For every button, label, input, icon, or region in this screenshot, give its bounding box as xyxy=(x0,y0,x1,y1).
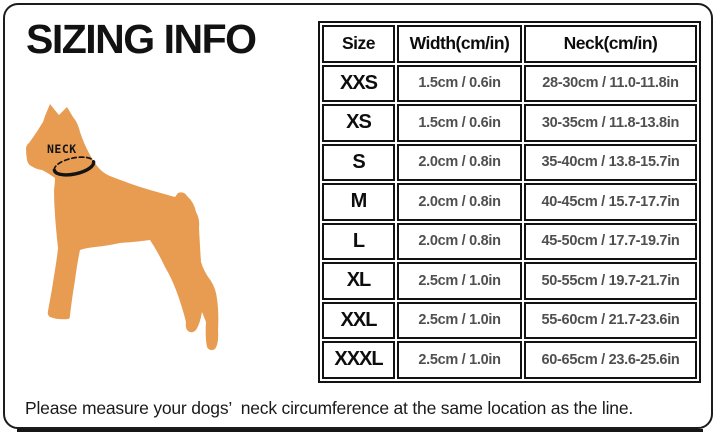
table-row: S 2.0cm / 0.8in 35-40cm / 13.8-15.7in xyxy=(322,143,697,181)
dog-silhouette-illustration: NECK xyxy=(26,104,219,351)
neck-cell: 55-60cm / 21.7-23.6in xyxy=(524,301,697,339)
size-cell: XXS xyxy=(322,64,395,102)
width-cell: 2.5cm / 1.0in xyxy=(397,301,522,339)
size-cell: XXL xyxy=(322,301,395,339)
width-cell: 1.5cm / 0.6in xyxy=(397,64,522,102)
neck-cell: 50-55cm / 19.7-21.7in xyxy=(524,262,697,300)
bottom-divider xyxy=(17,429,703,432)
table-row: XXXL 2.5cm / 1.0in 60-65cm / 23.6-25.6in xyxy=(322,341,697,379)
table-row: XXS 1.5cm / 0.6in 28-30cm / 11.0-11.8in xyxy=(322,64,697,102)
neck-cell: 60-65cm / 23.6-25.6in xyxy=(524,341,697,379)
width-cell: 2.5cm / 1.0in xyxy=(397,262,522,300)
width-cell: 2.0cm / 0.8in xyxy=(397,143,522,181)
column-header: Size xyxy=(322,25,395,63)
neck-label: NECK xyxy=(47,142,77,156)
neck-measure-dashed-line xyxy=(53,156,95,172)
dog-body-shape xyxy=(26,104,219,351)
measurement-note: Please measure your dogs’ neck circumfer… xyxy=(25,398,634,418)
size-cell: S xyxy=(322,143,395,181)
size-cell: M xyxy=(322,183,395,221)
sizing-table-body: XXS 1.5cm / 0.6in 28-30cm / 11.0-11.8in XS 1… xyxy=(322,64,697,379)
collar-line xyxy=(52,160,96,177)
column-header: Width(cm/in) xyxy=(397,25,522,63)
size-cell: XXXL xyxy=(322,341,395,379)
sizing-table-head: Size Width(cm/in) Neck(cm/in) xyxy=(322,25,697,63)
width-cell: 1.5cm / 0.6in xyxy=(397,104,522,142)
column-header: Neck(cm/in) xyxy=(524,25,697,63)
table-header-row: Size Width(cm/in) Neck(cm/in) xyxy=(322,25,697,63)
table-row: L 2.0cm / 0.8in 45-50cm / 17.7-19.7in xyxy=(322,222,697,260)
page-title: SIZING INFO xyxy=(26,16,257,62)
neck-cell: 40-45cm / 15.7-17.7in xyxy=(524,183,697,221)
width-cell: 2.0cm / 0.8in xyxy=(397,183,522,221)
width-cell: 2.5cm / 1.0in xyxy=(397,341,522,379)
neck-cell: 45-50cm / 17.7-19.7in xyxy=(524,222,697,260)
neck-cell: 28-30cm / 11.0-11.8in xyxy=(524,64,697,102)
table-row: XL 2.5cm / 1.0in 50-55cm / 19.7-21.7in xyxy=(322,262,697,300)
width-cell: 2.0cm / 0.8in xyxy=(397,222,522,260)
size-cell: XS xyxy=(322,104,395,142)
neck-cell: 35-40cm / 13.8-15.7in xyxy=(524,143,697,181)
table-row: M 2.0cm / 0.8in 40-45cm / 15.7-17.7in xyxy=(322,183,697,221)
table-row: XXL 2.5cm / 1.0in 55-60cm / 21.7-23.6in xyxy=(322,301,697,339)
dog-neck-diagram: NECK xyxy=(18,92,233,362)
sizing-table: Size Width(cm/in) Neck(cm/in) XXS 1.5cm / 0… xyxy=(318,21,701,383)
table-row: XS 1.5cm / 0.6in 30-35cm / 11.8-13.8in xyxy=(322,104,697,142)
neck-cell: 30-35cm / 11.8-13.8in xyxy=(524,104,697,142)
size-cell: L xyxy=(322,222,395,260)
size-cell: XL xyxy=(322,262,395,300)
